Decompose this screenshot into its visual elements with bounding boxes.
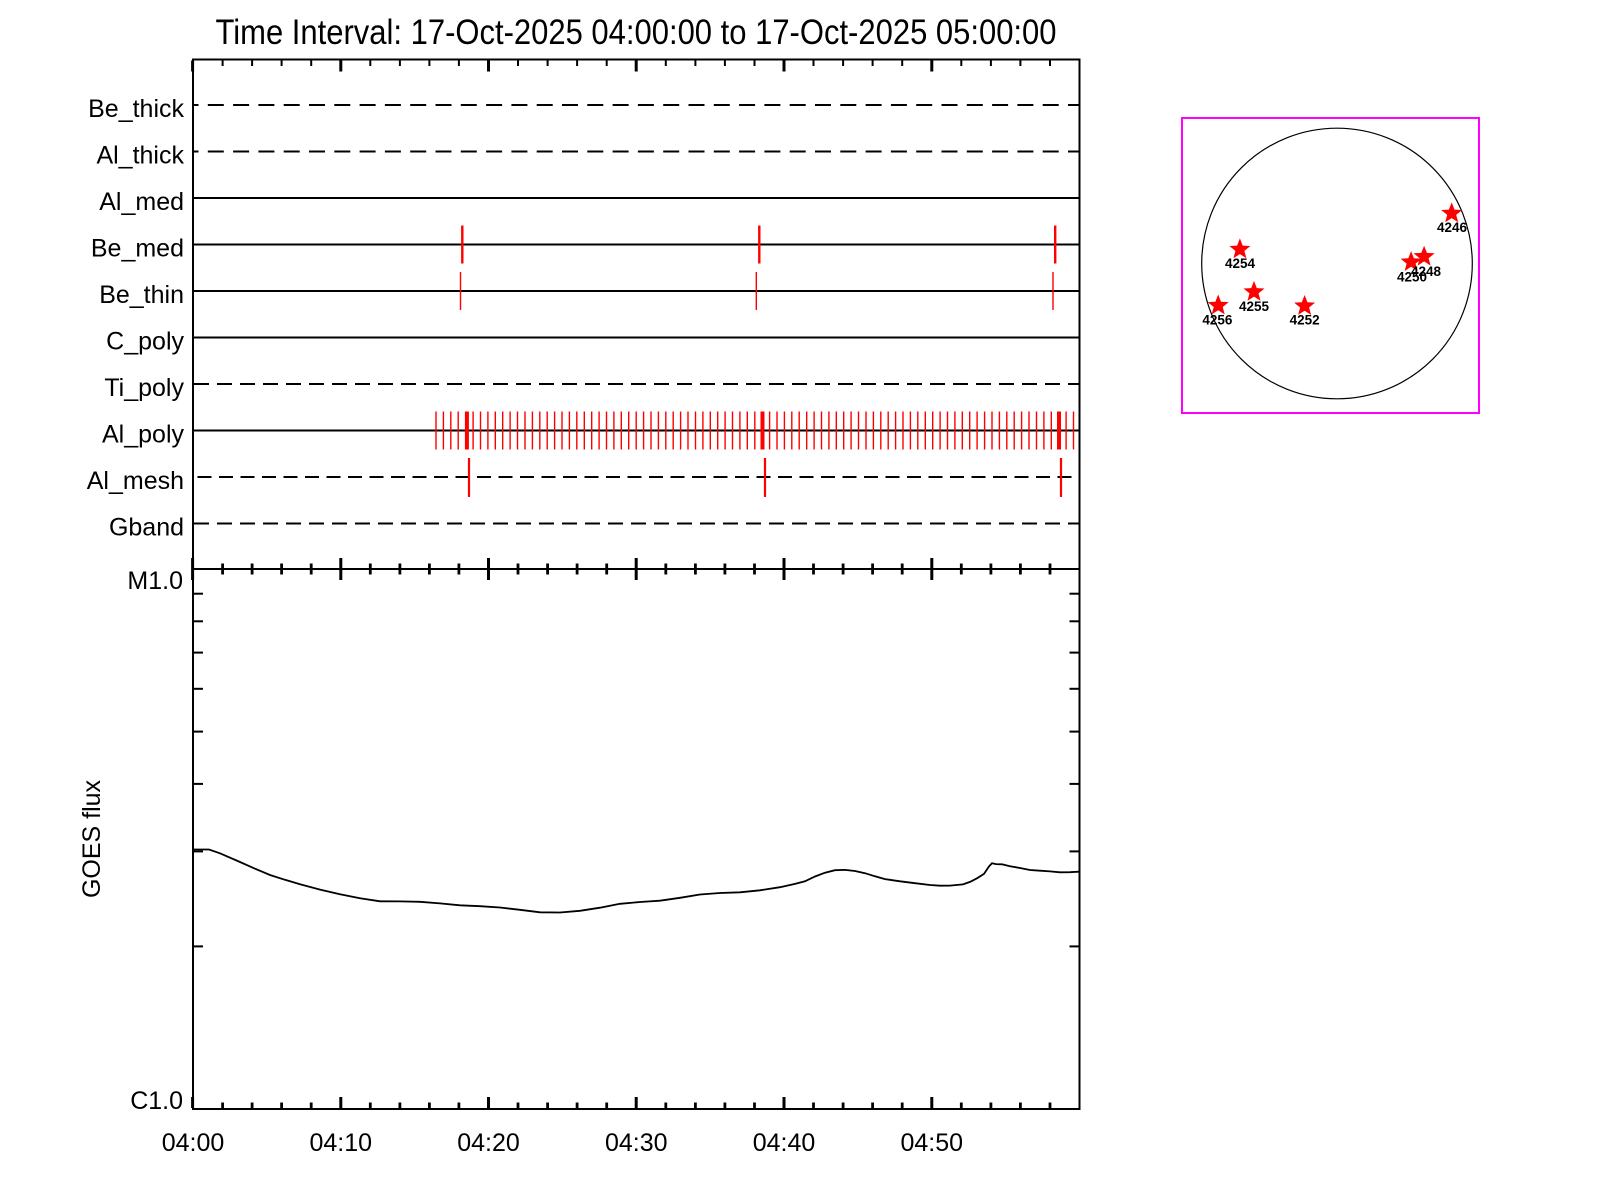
svg-text:4248: 4248 xyxy=(1411,264,1442,279)
svg-text:Al_mesh: Al_mesh xyxy=(87,467,184,495)
svg-text:GOES flux: GOES flux xyxy=(78,779,106,898)
svg-text:Be_thin: Be_thin xyxy=(99,281,184,309)
svg-text:Al_poly: Al_poly xyxy=(102,421,184,449)
svg-text:4252: 4252 xyxy=(1290,313,1320,328)
svg-text:04:10: 04:10 xyxy=(309,1129,372,1157)
svg-text:C1.0: C1.0 xyxy=(130,1087,183,1115)
svg-text:4250: 4250 xyxy=(1397,269,1427,284)
svg-text:4255: 4255 xyxy=(1239,299,1270,314)
svg-text:Time Interval: 17-Oct-2025 04:: Time Interval: 17-Oct-2025 04:00:00 to 1… xyxy=(216,13,1057,52)
svg-text:4246: 4246 xyxy=(1437,220,1468,235)
svg-text:Be_thick: Be_thick xyxy=(88,95,184,123)
svg-text:Al_med: Al_med xyxy=(99,188,184,216)
svg-text:04:30: 04:30 xyxy=(605,1129,668,1157)
svg-text:04:40: 04:40 xyxy=(753,1129,816,1157)
svg-text:04:50: 04:50 xyxy=(900,1129,963,1157)
svg-text:Gband: Gband xyxy=(109,514,184,542)
svg-text:Al_thick: Al_thick xyxy=(96,142,184,170)
svg-text:04:20: 04:20 xyxy=(457,1129,520,1157)
svg-text:M1.0: M1.0 xyxy=(127,567,183,595)
svg-text:04:00: 04:00 xyxy=(162,1129,225,1157)
svg-text:Ti_poly: Ti_poly xyxy=(104,374,184,402)
svg-text:C_poly: C_poly xyxy=(106,328,184,356)
svg-text:4254: 4254 xyxy=(1225,256,1256,271)
svg-text:4256: 4256 xyxy=(1202,313,1233,328)
svg-text:Be_med: Be_med xyxy=(91,235,184,263)
